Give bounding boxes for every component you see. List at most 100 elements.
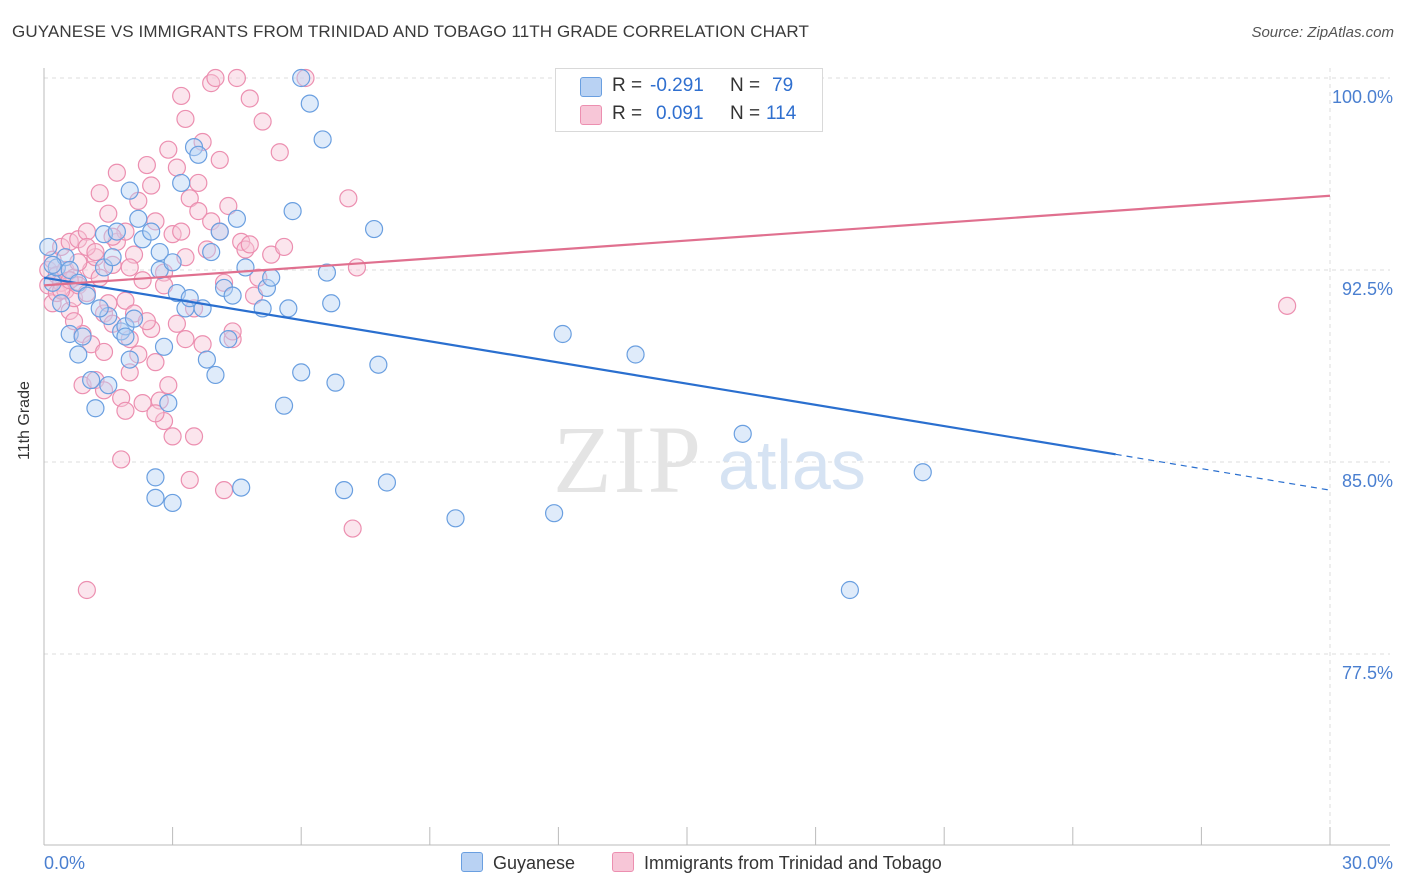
series-guyanese-points: [39, 68, 932, 600]
point-guyanese: [206, 365, 225, 385]
point-guyanese: [90, 299, 109, 318]
y-tick-labels: 100.0% 92.5% 85.0% 77.5%: [1332, 87, 1393, 683]
point-trinidad: [146, 353, 165, 372]
point-guyanese: [52, 294, 71, 313]
trend-lines: [43, 194, 1331, 491]
point-guyanese: [120, 350, 139, 369]
watermark-zip: ZIP: [553, 406, 703, 513]
point-trinidad: [159, 140, 178, 159]
point-trinidad: [146, 404, 165, 423]
point-guyanese: [77, 286, 96, 305]
point-guyanese: [317, 263, 337, 282]
point-guyanese: [146, 488, 165, 507]
point-trinidad: [206, 68, 225, 88]
point-guyanese: [262, 268, 281, 287]
point-trinidad: [116, 291, 135, 310]
point-trinidad: [94, 342, 114, 362]
point-guyanese: [99, 376, 118, 395]
point-guyanese: [227, 209, 246, 228]
legend-n-value: 114: [766, 103, 797, 124]
legend-n-label: N =: [730, 75, 761, 96]
point-guyanese: [292, 363, 311, 382]
legend-swatch-blue: [461, 852, 483, 872]
point-trinidad: [77, 237, 96, 257]
point-guyanese: [236, 258, 255, 277]
point-trinidad: [52, 237, 71, 257]
point-guyanese: [364, 219, 384, 239]
point-guyanese: [43, 273, 62, 292]
point-trinidad: [180, 189, 199, 208]
point-guyanese: [223, 286, 242, 305]
point-guyanese: [86, 399, 105, 418]
point-guyanese: [377, 473, 397, 492]
point-trinidad: [274, 237, 294, 257]
point-trinidad: [86, 242, 105, 262]
point-trinidad: [116, 401, 135, 420]
trend-line-guyanese: [43, 276, 1116, 456]
point-guyanese: [313, 130, 332, 149]
point-trinidad: [227, 68, 246, 88]
point-trinidad: [343, 519, 362, 538]
point-guyanese: [369, 355, 388, 374]
point-trinidad: [240, 235, 259, 254]
point-guyanese: [733, 424, 752, 443]
point-trinidad: [159, 376, 178, 395]
point-guyanese: [146, 468, 165, 487]
point-trinidad: [77, 222, 96, 241]
point-guyanese: [154, 337, 174, 356]
point-trinidad: [296, 68, 315, 88]
legend-swatch-pink: [612, 852, 634, 872]
point-trinidad: [189, 173, 208, 193]
point-guyanese: [142, 222, 161, 241]
point-trinidad: [214, 481, 234, 500]
point-trinidad: [253, 112, 272, 131]
point-guyanese: [322, 294, 341, 313]
point-guyanese: [446, 509, 465, 528]
point-trinidad: [133, 271, 152, 290]
point-guyanese: [43, 255, 62, 274]
point-trinidad: [223, 330, 242, 349]
point-guyanese: [197, 350, 216, 369]
point-guyanese: [73, 327, 92, 346]
point-trinidad: [214, 273, 234, 292]
legend-item-guyanese[interactable]: Guyanese: [461, 852, 575, 876]
point-guyanese: [124, 309, 144, 328]
legend-item-trinidad[interactable]: Immigrants from Trinidad and Tobago: [612, 852, 942, 876]
legend-n-label: N =: [730, 103, 761, 124]
point-guyanese: [545, 504, 564, 523]
y-tick-label: 92.5%: [1342, 279, 1393, 299]
point-guyanese: [840, 580, 859, 600]
point-trinidad: [210, 150, 229, 170]
point-trinidad: [163, 427, 182, 446]
y-tick-label: 100.0%: [1332, 87, 1393, 107]
point-trinidad: [99, 204, 118, 223]
point-guyanese: [279, 299, 298, 318]
point-guyanese: [274, 396, 294, 415]
point-guyanese: [39, 237, 58, 257]
point-guyanese: [626, 345, 645, 364]
point-guyanese: [150, 242, 169, 262]
legend-r-label: R =: [612, 103, 643, 124]
legend-r-value: -0.291: [650, 75, 704, 96]
point-trinidad: [107, 163, 126, 182]
point-trinidad: [240, 89, 259, 108]
legend-r-value: 0.091: [656, 103, 704, 124]
point-trinidad: [347, 258, 367, 277]
point-guyanese: [292, 68, 311, 88]
point-trinidad: [120, 363, 139, 382]
point-guyanese: [334, 481, 354, 500]
point-guyanese: [82, 370, 101, 390]
point-guyanese: [103, 248, 122, 267]
point-guyanese: [163, 493, 182, 513]
y-tick-label: 85.0%: [1342, 471, 1393, 491]
point-guyanese: [283, 202, 302, 221]
point-guyanese: [163, 253, 182, 272]
point-guyanese: [326, 373, 345, 392]
point-guyanese: [300, 94, 319, 113]
point-guyanese: [210, 222, 229, 241]
point-trinidad: [167, 314, 186, 333]
legend-swatch-blue: [580, 77, 602, 97]
point-guyanese: [107, 222, 126, 241]
y-tick-label: 77.5%: [1342, 663, 1393, 683]
